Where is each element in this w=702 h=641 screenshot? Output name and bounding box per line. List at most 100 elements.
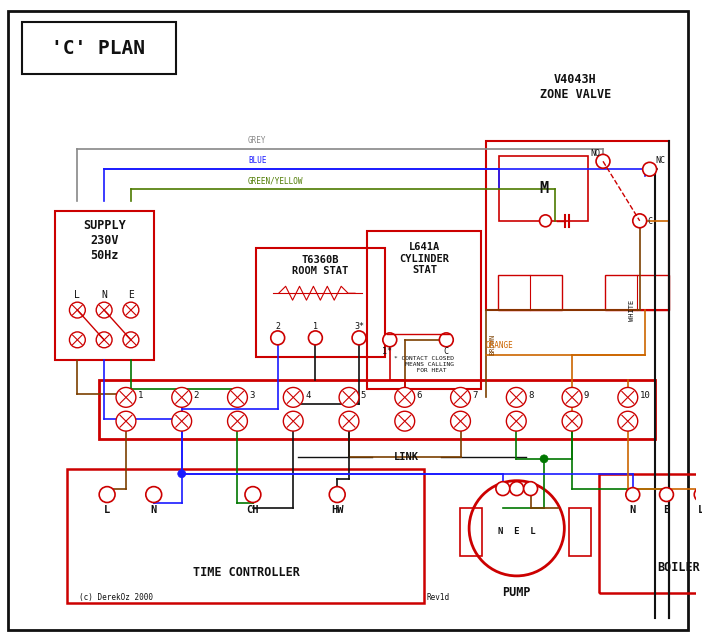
Text: 5: 5 <box>361 391 366 400</box>
Circle shape <box>146 487 161 503</box>
Circle shape <box>469 481 564 576</box>
Bar <box>486 142 670 310</box>
Circle shape <box>69 302 86 318</box>
Text: 8: 8 <box>528 391 534 400</box>
Circle shape <box>643 162 656 176</box>
Circle shape <box>172 412 192 431</box>
Text: BLUE: BLUE <box>248 156 267 165</box>
Text: 1: 1 <box>313 322 318 331</box>
Text: 1: 1 <box>138 391 143 400</box>
Text: V4043H
ZONE VALVE: V4043H ZONE VALVE <box>540 73 611 101</box>
Text: L: L <box>104 506 110 515</box>
Bar <box>461 508 482 556</box>
Text: NO: NO <box>590 149 600 158</box>
Text: BOILER: BOILER <box>657 562 700 574</box>
Text: GREY: GREY <box>248 137 267 146</box>
Text: 7: 7 <box>472 391 478 400</box>
Circle shape <box>618 387 637 407</box>
Text: 1*: 1* <box>382 347 392 356</box>
Circle shape <box>271 331 284 345</box>
Text: 2: 2 <box>194 391 199 400</box>
Circle shape <box>96 302 112 318</box>
Bar <box>569 508 591 556</box>
Circle shape <box>284 387 303 407</box>
Text: C: C <box>648 217 653 226</box>
Text: L: L <box>698 506 702 515</box>
Text: * CONTACT CLOSED
   MEANS CALLING
      FOR HEAT: * CONTACT CLOSED MEANS CALLING FOR HEAT <box>395 356 454 373</box>
Circle shape <box>99 487 115 503</box>
Circle shape <box>116 412 136 431</box>
Text: TIME CONTROLLER: TIME CONTROLLER <box>192 567 299 579</box>
Circle shape <box>352 331 366 345</box>
Circle shape <box>123 302 139 318</box>
Text: L: L <box>74 290 80 300</box>
Circle shape <box>383 333 397 347</box>
Circle shape <box>308 331 322 345</box>
Circle shape <box>451 412 470 431</box>
Circle shape <box>329 487 345 503</box>
Text: PUMP: PUMP <box>503 587 531 599</box>
Bar <box>55 211 154 360</box>
Text: BROWN: BROWN <box>489 334 495 355</box>
Text: N: N <box>151 506 157 515</box>
Circle shape <box>439 333 453 347</box>
Bar <box>99 379 654 439</box>
Circle shape <box>506 387 526 407</box>
Text: ORANGE: ORANGE <box>486 341 514 350</box>
Text: (c) DerekOz 2000: (c) DerekOz 2000 <box>79 593 153 602</box>
Circle shape <box>562 412 582 431</box>
Circle shape <box>596 154 610 168</box>
Text: M: M <box>539 181 548 196</box>
Text: LINK: LINK <box>394 452 419 462</box>
Text: 3*: 3* <box>354 322 364 331</box>
Circle shape <box>395 412 415 431</box>
Text: E: E <box>663 506 670 515</box>
Text: 10: 10 <box>640 391 651 400</box>
Bar <box>367 231 481 390</box>
Circle shape <box>96 332 112 348</box>
Circle shape <box>540 215 552 227</box>
Circle shape <box>496 481 510 495</box>
Circle shape <box>694 488 702 501</box>
Text: 2: 2 <box>275 322 280 331</box>
Circle shape <box>451 387 470 407</box>
Text: L641A
CYLINDER
STAT: L641A CYLINDER STAT <box>399 242 449 275</box>
Circle shape <box>284 412 303 431</box>
Circle shape <box>562 387 582 407</box>
Text: Rev1d: Rev1d <box>427 593 449 602</box>
Text: 4: 4 <box>305 391 310 400</box>
Text: N  E  L: N E L <box>498 527 536 536</box>
Bar <box>256 247 385 356</box>
Text: N: N <box>630 506 636 515</box>
Bar <box>605 276 670 310</box>
Text: HW: HW <box>331 506 343 515</box>
Text: T6360B
ROOM STAT: T6360B ROOM STAT <box>292 254 348 276</box>
Circle shape <box>116 387 136 407</box>
Circle shape <box>339 387 359 407</box>
Text: 6: 6 <box>417 391 422 400</box>
Text: 'C' PLAN: 'C' PLAN <box>51 38 145 58</box>
Text: E: E <box>128 290 134 300</box>
Bar <box>498 276 562 310</box>
Bar <box>22 22 176 74</box>
Circle shape <box>178 470 186 478</box>
Circle shape <box>339 412 359 431</box>
Circle shape <box>245 487 261 503</box>
Text: 3: 3 <box>249 391 255 400</box>
Circle shape <box>618 412 637 431</box>
Text: C: C <box>444 347 449 356</box>
Circle shape <box>227 387 247 407</box>
Circle shape <box>506 412 526 431</box>
Text: 9: 9 <box>584 391 589 400</box>
Circle shape <box>540 455 548 463</box>
Text: SUPPLY
230V
50Hz: SUPPLY 230V 50Hz <box>83 219 126 262</box>
Text: GREEN/YELLOW: GREEN/YELLOW <box>248 176 303 185</box>
Text: NC: NC <box>656 156 665 165</box>
Circle shape <box>123 332 139 348</box>
Bar <box>499 156 588 221</box>
Circle shape <box>395 387 415 407</box>
Text: N: N <box>101 290 107 300</box>
Bar <box>599 474 702 593</box>
Circle shape <box>633 214 647 228</box>
Text: WHITE: WHITE <box>629 299 635 320</box>
